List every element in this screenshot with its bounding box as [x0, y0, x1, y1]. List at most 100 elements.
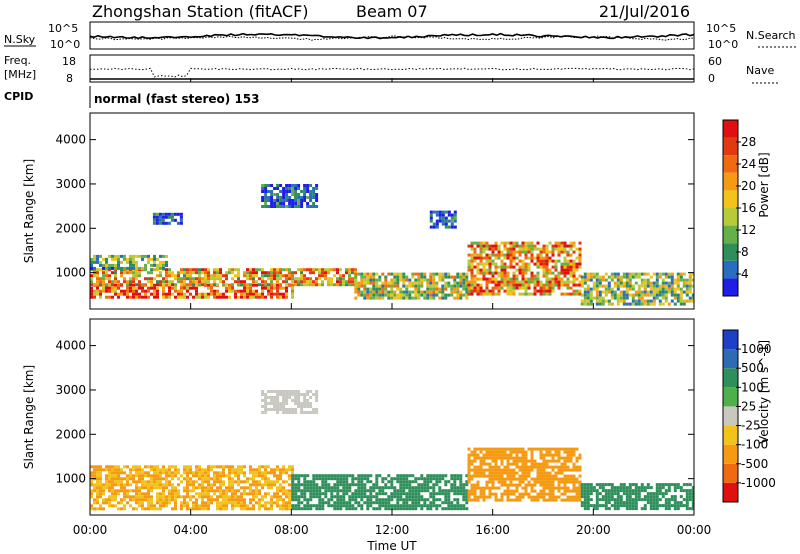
scatter-region-3 — [152, 212, 183, 225]
nsky-label: N.Sky — [4, 33, 36, 46]
nsky-frame — [89, 21, 695, 50]
nave-tick-bottom: 0 — [708, 72, 715, 85]
scatter-region-2 — [90, 254, 168, 270]
y-tick-label-1: 2000 — [55, 427, 86, 441]
scatter-region-6 — [467, 241, 582, 296]
velocity-y-ticks: 1000 2000 3000 4000 — [55, 339, 694, 486]
y-tick-label-2: 3000 — [55, 383, 86, 397]
power-colorbar-label: Power [dB] — [757, 152, 771, 217]
power-heatmap — [90, 184, 694, 306]
scatter-region-0 — [90, 465, 294, 511]
colorbar-tick-label-7: -1000 — [741, 476, 776, 490]
x-tick-label-1: 04:00 — [173, 523, 208, 537]
colorbar-tick-label-6: -500 — [741, 457, 768, 471]
y-tick-label-1: 2000 — [55, 221, 86, 235]
scatter-region-1 — [90, 268, 357, 287]
power-panel: 1000 2000 3000 4000 Slant Range [km] 28 24 20… — [22, 112, 771, 310]
velocity-ylabel: Slant Range [km] — [22, 365, 36, 469]
cpid-label: CPID — [4, 90, 33, 103]
colorbar-tick-label-0: 1000 — [741, 342, 772, 356]
scatter-region-2 — [291, 474, 469, 511]
colorbar-swatch-9 — [723, 120, 738, 138]
nsearch-label: N.Search — [746, 29, 796, 42]
x-tick-label-3: 12:00 — [375, 523, 410, 537]
x-tick-label-4: 16:00 — [475, 523, 510, 537]
nsearch-tick-top: 10^5 — [706, 22, 736, 35]
colorbar-tick-label-2: 100 — [741, 380, 764, 394]
power-ylabel: Slant Range [km] — [22, 159, 36, 263]
colorbar-swatch-3 — [723, 425, 738, 445]
beam-label: Beam 07 — [356, 2, 428, 21]
colorbar-swatch-1 — [723, 260, 738, 279]
colorbar-tick-label-4: 12 — [741, 223, 756, 237]
colorbar-swatch-2 — [723, 243, 738, 261]
nsearch-tick-bottom: 10^0 — [708, 38, 738, 51]
colorbar-tick-label-2: 20 — [741, 179, 756, 193]
velocity-panel: 1000 2000 3000 4000 Slant Range [km] 1000 50… — [22, 318, 776, 516]
colorbar-tick-label-4: -25 — [741, 419, 761, 433]
colorbar-swatch-8 — [723, 330, 738, 350]
nsky-panel: N.Sky 10^5 10^0 10^5 10^0 N.Search — [4, 21, 796, 51]
colorbar-swatch-6 — [723, 368, 738, 388]
nsky-tick-top: 10^5 — [48, 22, 78, 35]
date-label: 21/Jul/2016 — [599, 2, 690, 21]
scatter-region-4 — [261, 184, 319, 208]
scatter-region-5 — [354, 272, 469, 300]
colorbar-swatch-4 — [723, 208, 738, 226]
colorbar-swatch-4 — [723, 406, 738, 426]
colorbar-swatch-5 — [723, 387, 738, 407]
colorbar-swatch-1 — [723, 463, 738, 483]
colorbar-swatch-8 — [723, 137, 738, 156]
colorbar-swatch-6 — [723, 172, 738, 191]
colorbar-swatch-7 — [723, 349, 738, 369]
cpid-mode: normal (fast stereo) 153 — [94, 92, 260, 106]
y-tick-label-2: 3000 — [55, 177, 86, 191]
colorbar-tick-label-3: 16 — [741, 201, 756, 215]
colorbar-tick-label-5: -100 — [741, 438, 768, 452]
station-title: Zhongshan Station (fitACF) — [92, 2, 309, 21]
colorbar-tick-label-6: 4 — [741, 267, 749, 281]
colorbar-swatch-0 — [723, 482, 738, 502]
x-tick-label-0: 00:00 — [73, 523, 108, 537]
scatter-region-7 — [429, 210, 457, 229]
velocity-colorbar: 1000 500 100 25 -25 -100 -500 -1000 — [722, 329, 776, 503]
power-colorbar: 28 24 20 16 12 8 4 — [722, 119, 756, 297]
y-tick-label-0: 1000 — [55, 266, 86, 280]
y-tick-label-0: 1000 — [55, 472, 86, 486]
colorbar-swatch-0 — [723, 278, 738, 296]
freq-label-2: [MHz] — [4, 68, 36, 81]
freq-tick-top: 18 — [62, 55, 76, 68]
colorbar-swatch-7 — [723, 155, 738, 173]
colorbar-tick-label-0: 28 — [741, 135, 756, 149]
scatter-region-1 — [261, 390, 319, 414]
colorbar-swatch-5 — [723, 190, 738, 208]
colorbar-swatch-2 — [723, 444, 738, 464]
freq-label-1: Freq. — [4, 54, 31, 67]
nsky-tick-bottom: 10^0 — [50, 38, 80, 51]
velocity-heatmap — [90, 390, 694, 511]
freq-tick-bottom: 8 — [66, 72, 73, 85]
scatter-region-8 — [580, 272, 694, 306]
velocity-colorbar-label: Velocity [m s^-1] — [757, 340, 771, 444]
y-tick-label-3: 4000 — [55, 133, 86, 147]
x-axis-label: Time UT — [366, 539, 417, 553]
scatter-region-3 — [467, 447, 582, 502]
nsearch-series-line — [89, 35, 695, 41]
x-axis: 00:00 04:00 08:00 12:00 16:00 20:00 00:00 — [73, 78, 712, 537]
nave-tick-top: 60 — [708, 55, 722, 68]
colorbar-tick-label-1: 500 — [741, 361, 764, 375]
colorbar-tick-label-3: 25 — [741, 399, 756, 413]
colorbar-tick-label-5: 8 — [741, 245, 749, 259]
nave-series-line — [89, 67, 695, 78]
colorbar-swatch-3 — [723, 225, 738, 244]
x-tick-label-2: 08:00 — [274, 523, 309, 537]
power-y-ticks: 1000 2000 3000 4000 — [55, 133, 694, 280]
nave-label: Nave — [746, 64, 774, 77]
colorbar-frame — [722, 329, 739, 503]
y-tick-label-3: 4000 — [55, 339, 86, 353]
scatter-region-4 — [580, 483, 694, 511]
x-tick-label-6: 00:00 — [677, 523, 712, 537]
x-tick-label-5: 20:00 — [576, 523, 611, 537]
colorbar-tick-label-1: 24 — [741, 157, 756, 171]
